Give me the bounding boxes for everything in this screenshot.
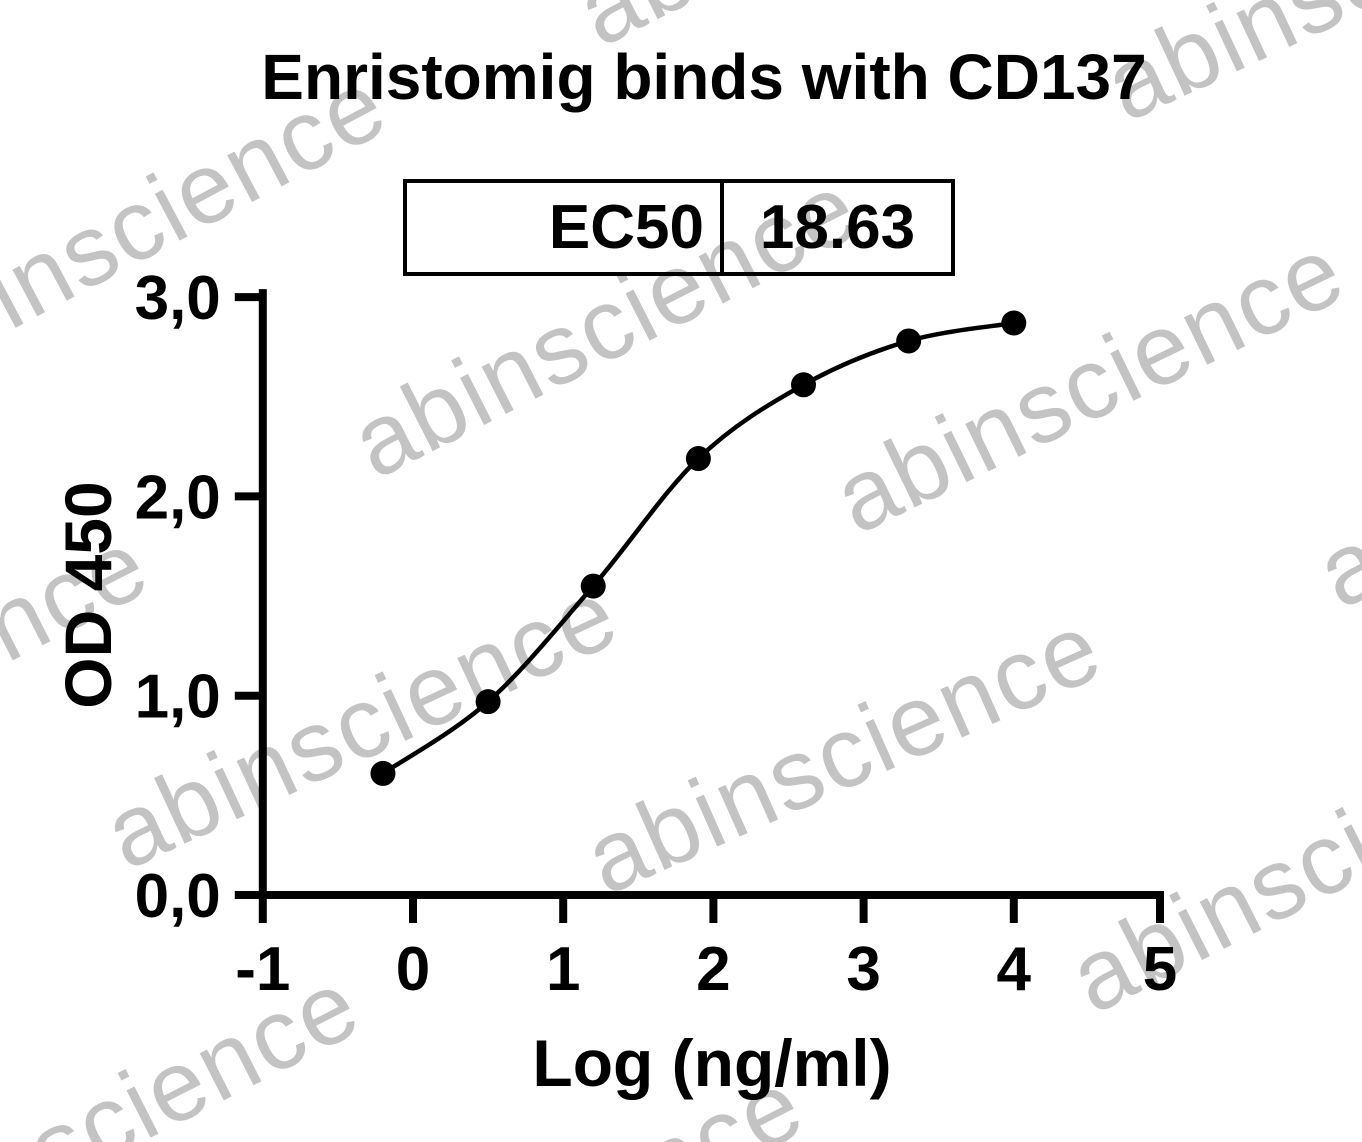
x-tick-label: 5: [1143, 935, 1177, 1004]
x-tick-label: 3: [846, 935, 880, 1004]
x-tick-label: 4: [997, 935, 1032, 1004]
y-axis-title: OD 450: [51, 481, 125, 709]
y-tick-label: 1,0: [135, 663, 221, 732]
data-point: [370, 760, 396, 786]
x-axis-title: Log (ng/ml): [532, 1026, 892, 1100]
ec50-label-cell: EC50: [407, 183, 724, 272]
x-tick-label: 1: [546, 935, 580, 1004]
y-tick-label: 3,0: [135, 264, 221, 333]
data-point: [896, 328, 922, 354]
x-tick-label: 2: [696, 935, 730, 1004]
ec50-value-cell: 18.63: [759, 193, 916, 262]
data-point: [791, 372, 817, 398]
data-point: [1001, 310, 1027, 336]
x-tick-label: -1: [235, 935, 290, 1004]
data-point: [685, 446, 711, 472]
data-point: [580, 573, 606, 599]
y-tick-label: 0,0: [135, 862, 221, 931]
chart-title: Enristomig binds with CD137: [261, 41, 1147, 113]
x-tick-label: 0: [396, 935, 430, 1004]
data-point: [475, 689, 501, 715]
y-tick-label: 2,0: [135, 463, 221, 532]
ec50-table: EC50 18.63: [403, 179, 955, 276]
